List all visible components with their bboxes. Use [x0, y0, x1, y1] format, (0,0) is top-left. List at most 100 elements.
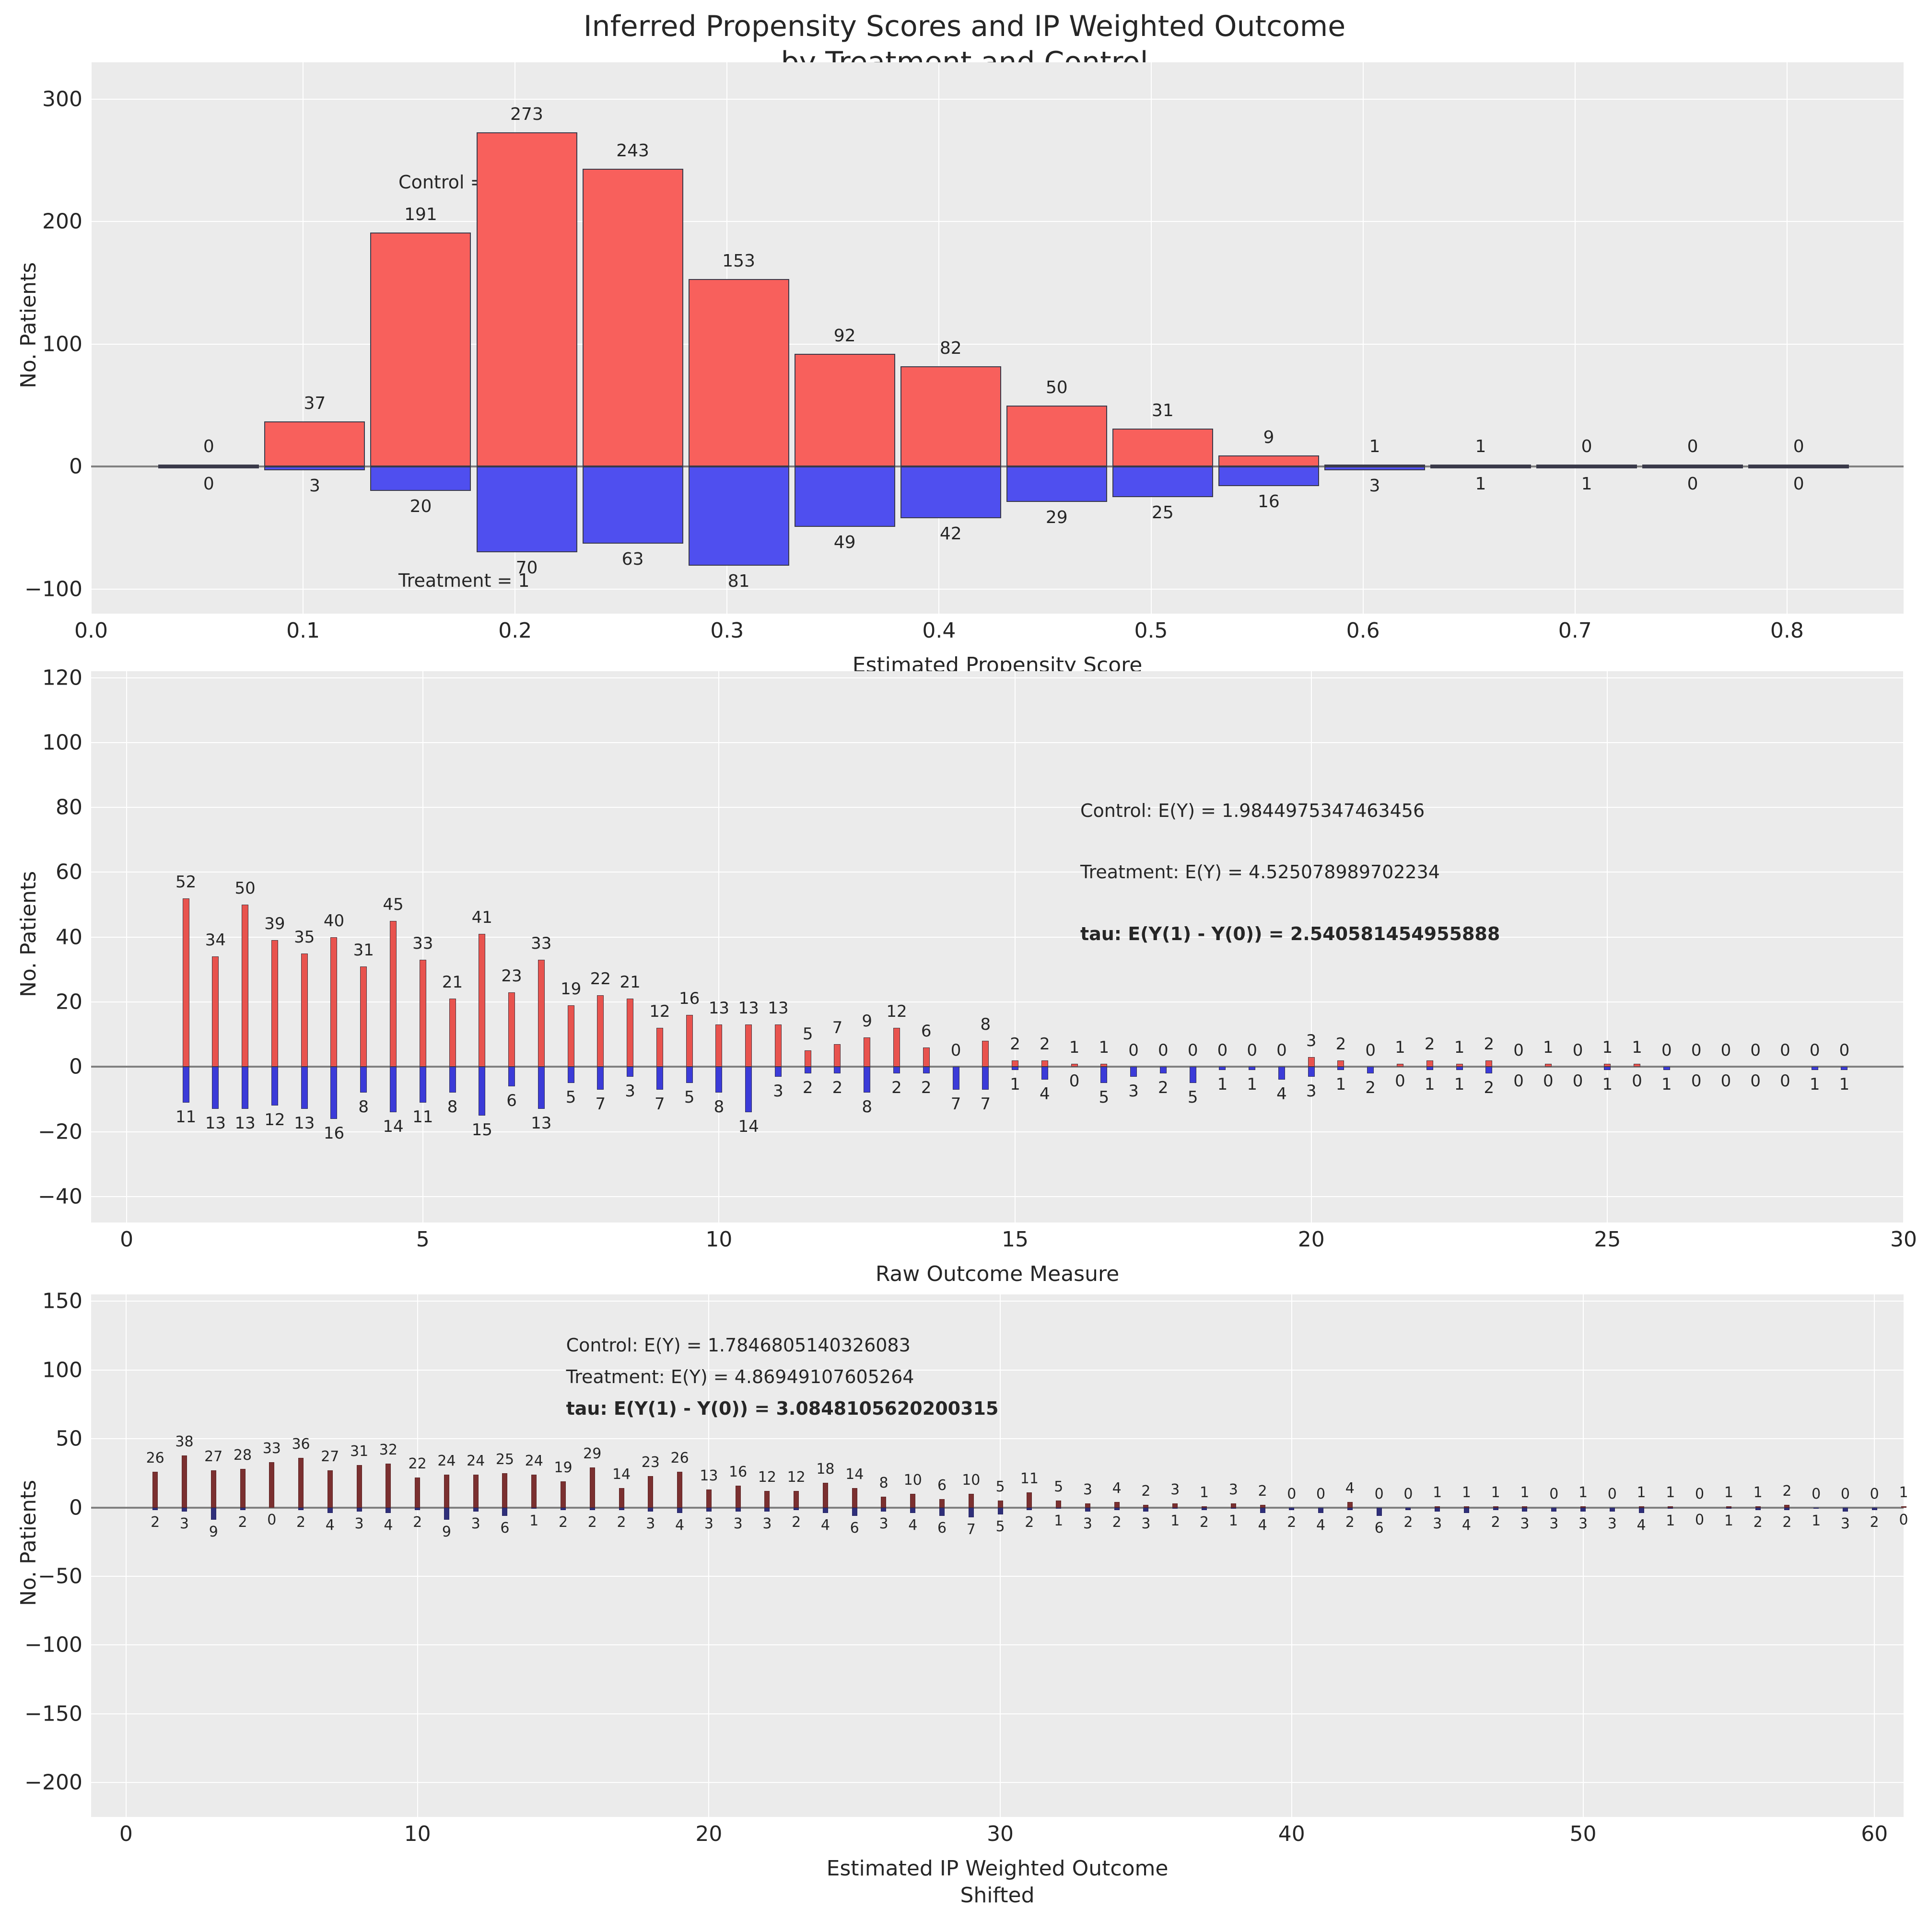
bar-value-label-control: 0 — [1607, 1485, 1617, 1502]
bar-value-label-treatment: 42 — [939, 524, 962, 544]
bar-control — [370, 233, 471, 467]
bar-value-label-control: 191 — [404, 205, 437, 225]
bar-value-label-control: 12 — [649, 1002, 670, 1022]
bar-value-label-treatment: 13 — [205, 1114, 226, 1133]
stem-treatment — [181, 1507, 187, 1512]
x-axis-tick-label: 15 — [1002, 1227, 1029, 1252]
stem-treatment — [479, 1067, 486, 1116]
y-axis-tick-label: 150 — [42, 1289, 82, 1314]
y-axis-tick-label: 300 — [42, 87, 82, 112]
stem-treatment — [561, 1507, 566, 1511]
bar-value-label-treatment: 0 — [1793, 474, 1804, 494]
bar-treatment — [900, 466, 1001, 518]
bar-value-label-treatment: 1 — [1335, 1075, 1346, 1094]
bar-value-label-treatment: 14 — [383, 1117, 404, 1136]
stem-treatment — [444, 1507, 449, 1520]
bar-value-label-treatment: 3 — [1549, 1515, 1559, 1533]
bar-value-label-treatment: 6 — [937, 1519, 947, 1536]
bar-value-label-treatment: 2 — [1491, 1514, 1500, 1531]
bar-treatment — [1112, 466, 1213, 498]
bar-value-label-treatment: 3 — [179, 1515, 189, 1533]
gridline-vertical — [1574, 62, 1576, 614]
stem-control — [1027, 1492, 1032, 1508]
stem-treatment — [210, 1507, 216, 1520]
stem-treatment — [242, 1067, 249, 1109]
bar-value-label-control: 29 — [583, 1445, 602, 1463]
bar-value-label-control: 0 — [1374, 1485, 1384, 1502]
bar-value-label-control: 1 — [1602, 1037, 1613, 1057]
bar-treatment — [1430, 466, 1531, 469]
bar-value-label-treatment: 3 — [309, 476, 320, 496]
stem-treatment — [1012, 1067, 1019, 1071]
gridline-horizontal — [91, 1369, 1904, 1371]
stem-control — [939, 1499, 945, 1508]
bar-value-label-treatment: 3 — [1369, 476, 1380, 496]
stem-control — [444, 1474, 449, 1508]
bar-value-label-control: 35 — [294, 927, 315, 947]
stem-treatment — [686, 1067, 693, 1083]
stem-control — [1085, 1503, 1090, 1508]
bar-value-label-treatment: 6 — [850, 1519, 859, 1536]
bar-value-label-treatment: 0 — [203, 474, 214, 494]
bar-value-label-control: 0 — [1720, 1041, 1731, 1060]
stem-control — [1056, 1501, 1062, 1508]
bar-control — [1748, 465, 1849, 467]
gridline-vertical — [1607, 671, 1608, 1222]
bar-value-label-control: 22 — [408, 1455, 427, 1472]
stem-control — [706, 1490, 712, 1508]
bar-value-label-control: 40 — [323, 911, 345, 931]
plot-annotation: Control: E(Y) = 1.7846805140326083 — [566, 1335, 911, 1356]
stem-control — [1544, 1063, 1552, 1067]
stem-treatment — [356, 1507, 362, 1512]
bar-value-label-control: 0 — [203, 437, 214, 457]
stem-control — [1201, 1506, 1207, 1508]
y-axis-tick-label: 50 — [56, 1426, 82, 1451]
bar-treatment — [1642, 466, 1743, 469]
plot-area-panel1: Control = 0 Treatment = 1 0 0 37 3 191 20 273 70 2… — [91, 62, 1904, 614]
stem-control — [589, 1467, 595, 1508]
stem-treatment — [597, 1067, 604, 1090]
bar-value-label-control: 18 — [816, 1460, 835, 1478]
stem-control — [356, 1465, 362, 1508]
stem-treatment — [531, 1507, 537, 1509]
stem-treatment — [1551, 1507, 1557, 1512]
y-axis-tick-label: 40 — [56, 925, 82, 950]
bar-value-label-control: 0 — [1793, 437, 1804, 457]
bar-control — [476, 132, 577, 467]
bar-value-label-treatment: 2 — [891, 1078, 902, 1097]
stem-treatment — [1842, 1507, 1848, 1512]
bar-control — [1430, 465, 1531, 467]
stem-treatment — [1114, 1507, 1120, 1511]
bar-value-label-treatment: 5 — [1099, 1088, 1110, 1107]
bar-value-label-control: 8 — [879, 1474, 889, 1491]
bar-value-label-control: 82 — [939, 338, 962, 358]
bar-value-label-treatment: 8 — [862, 1097, 873, 1117]
bar-value-label-control: 0 — [1287, 1485, 1297, 1502]
bar-value-label-treatment: 7 — [966, 1521, 976, 1538]
stem-treatment — [648, 1507, 654, 1512]
bar-value-label-control: 7 — [832, 1018, 843, 1037]
stem-control — [1308, 1057, 1315, 1067]
bar-value-label-control: 45 — [383, 895, 404, 914]
bar-control — [900, 366, 1001, 467]
x-axis-tick-label: 0.3 — [710, 618, 744, 643]
bar-value-label-treatment: 8 — [713, 1097, 725, 1117]
bar-value-label-control: 19 — [560, 979, 582, 999]
bar-value-label-treatment: 14 — [738, 1117, 759, 1136]
stem-control — [1100, 1063, 1108, 1067]
bar-value-label-treatment: 1 — [1170, 1513, 1180, 1530]
bar-value-label-control: 24 — [467, 1452, 485, 1469]
stem-control — [479, 933, 486, 1067]
stem-treatment — [473, 1507, 479, 1512]
stem-control — [561, 1481, 566, 1508]
bar-value-label-treatment: 7 — [980, 1094, 991, 1114]
bar-value-label-control: 3 — [1170, 1481, 1180, 1498]
bar-value-label-treatment: 25 — [1151, 503, 1174, 523]
stem-control — [1041, 1060, 1048, 1067]
bar-value-label-treatment: 8 — [358, 1097, 369, 1117]
zero-baseline — [91, 1506, 1904, 1509]
stem-treatment — [1668, 1507, 1673, 1509]
stem-control — [330, 937, 338, 1067]
stem-control — [745, 1024, 752, 1067]
bar-value-label-treatment: 3 — [1141, 1515, 1151, 1533]
